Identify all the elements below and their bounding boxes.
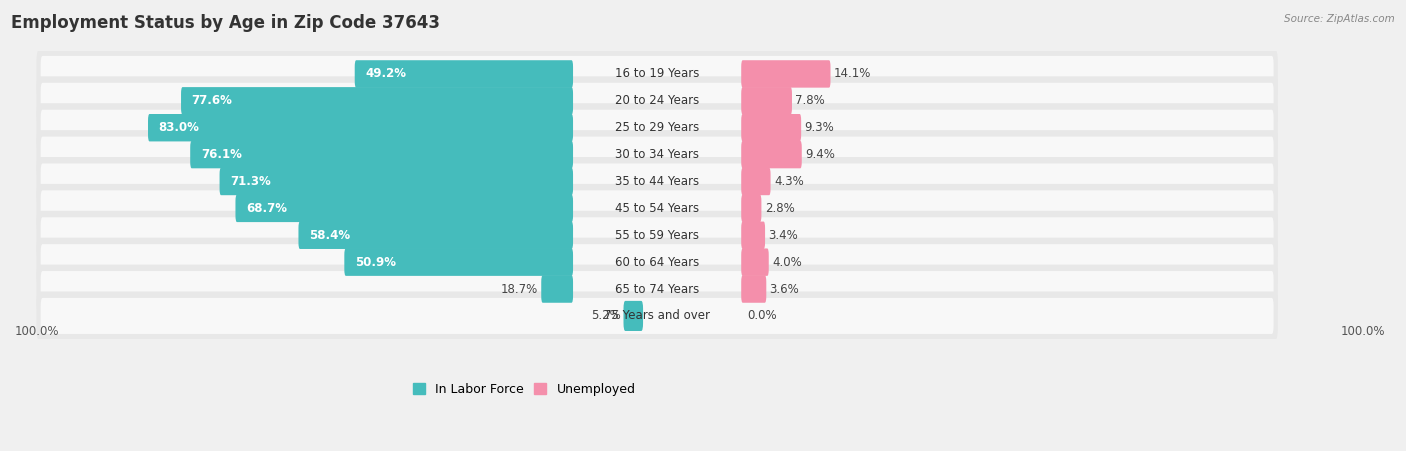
Text: 0.0%: 0.0% [748,309,778,322]
Text: 30 to 34 Years: 30 to 34 Years [616,148,699,161]
Text: 68.7%: 68.7% [246,202,287,215]
Text: 75 Years and over: 75 Years and over [605,309,710,322]
FancyBboxPatch shape [41,271,1274,307]
Text: 100.0%: 100.0% [1340,325,1385,338]
Text: 35 to 44 Years: 35 to 44 Years [614,175,699,188]
FancyBboxPatch shape [41,217,1274,253]
Text: 2.8%: 2.8% [765,202,794,215]
FancyBboxPatch shape [41,244,1274,280]
FancyBboxPatch shape [41,56,1274,92]
FancyBboxPatch shape [741,195,762,222]
Text: 3.6%: 3.6% [769,282,800,295]
Text: 14.1%: 14.1% [834,68,872,80]
Text: 50.9%: 50.9% [356,256,396,269]
Text: 58.4%: 58.4% [309,229,350,242]
Text: 16 to 19 Years: 16 to 19 Years [614,68,699,80]
FancyBboxPatch shape [41,298,1274,334]
FancyBboxPatch shape [41,137,1274,173]
Text: 71.3%: 71.3% [231,175,271,188]
FancyBboxPatch shape [41,190,1274,226]
FancyBboxPatch shape [37,103,1278,152]
Text: Employment Status by Age in Zip Code 37643: Employment Status by Age in Zip Code 376… [11,14,440,32]
FancyBboxPatch shape [37,50,1278,98]
Text: 7.8%: 7.8% [796,94,825,107]
Text: 3.4%: 3.4% [769,229,799,242]
Text: 83.0%: 83.0% [159,121,200,134]
Text: 55 to 59 Years: 55 to 59 Years [616,229,699,242]
Text: 100.0%: 100.0% [15,325,59,338]
FancyBboxPatch shape [219,168,574,195]
Text: 20 to 24 Years: 20 to 24 Years [614,94,699,107]
Text: 4.0%: 4.0% [772,256,801,269]
FancyBboxPatch shape [741,249,769,276]
Text: 18.7%: 18.7% [501,282,538,295]
FancyBboxPatch shape [741,87,792,115]
Text: Source: ZipAtlas.com: Source: ZipAtlas.com [1284,14,1395,23]
FancyBboxPatch shape [41,83,1274,119]
Text: 76.1%: 76.1% [201,148,242,161]
Text: 9.3%: 9.3% [804,121,834,134]
FancyBboxPatch shape [37,291,1278,341]
FancyBboxPatch shape [37,211,1278,260]
FancyBboxPatch shape [298,221,574,249]
FancyBboxPatch shape [41,110,1274,146]
FancyBboxPatch shape [741,168,770,195]
FancyBboxPatch shape [148,114,574,142]
Text: 25 to 29 Years: 25 to 29 Years [614,121,699,134]
FancyBboxPatch shape [41,163,1274,199]
FancyBboxPatch shape [37,184,1278,233]
Text: 4.3%: 4.3% [773,175,804,188]
Text: 9.4%: 9.4% [806,148,835,161]
FancyBboxPatch shape [190,141,574,168]
FancyBboxPatch shape [344,249,574,276]
Text: 5.2%: 5.2% [591,309,620,322]
FancyBboxPatch shape [354,60,574,87]
FancyBboxPatch shape [741,60,831,87]
FancyBboxPatch shape [181,87,574,115]
FancyBboxPatch shape [37,238,1278,287]
FancyBboxPatch shape [37,157,1278,206]
FancyBboxPatch shape [541,275,574,303]
FancyBboxPatch shape [37,265,1278,313]
FancyBboxPatch shape [741,221,765,249]
Legend: In Labor Force, Unemployed: In Labor Force, Unemployed [413,383,636,396]
Text: 45 to 54 Years: 45 to 54 Years [614,202,699,215]
Text: 77.6%: 77.6% [191,94,232,107]
Text: 49.2%: 49.2% [366,68,406,80]
FancyBboxPatch shape [741,275,766,303]
FancyBboxPatch shape [235,195,574,222]
Text: 65 to 74 Years: 65 to 74 Years [614,282,699,295]
FancyBboxPatch shape [37,130,1278,179]
FancyBboxPatch shape [741,141,801,168]
FancyBboxPatch shape [37,76,1278,125]
FancyBboxPatch shape [741,114,801,142]
FancyBboxPatch shape [623,301,643,331]
Text: 60 to 64 Years: 60 to 64 Years [614,256,699,269]
